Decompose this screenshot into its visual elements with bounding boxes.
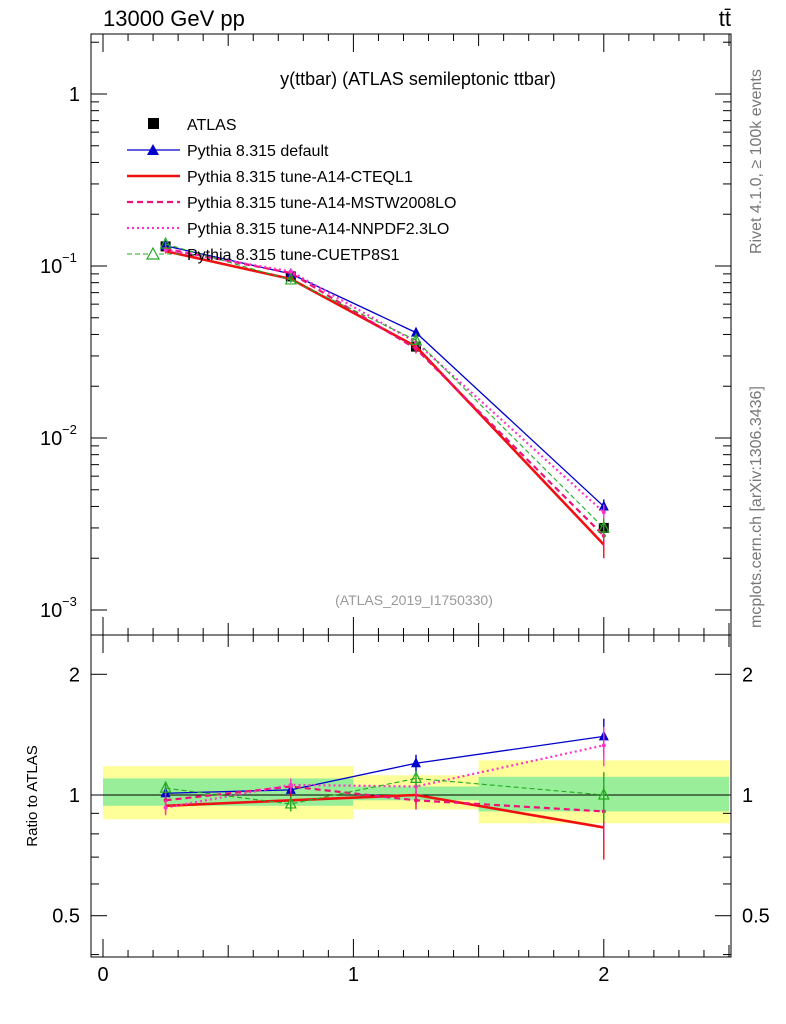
legend-marker-atlas	[148, 118, 159, 129]
mcplots-label: mcplots.cern.ch [arXiv:1306.3436]	[748, 386, 765, 628]
main-line-pythia-8-315-default	[165, 245, 605, 507]
main-series-pythia-8-315-tune-a14-mstw2008lo	[163, 246, 606, 548]
legend-label-default: Pythia 8.315 default	[187, 143, 329, 160]
main-line-pythia-8-315-tune-cuetp8s1	[165, 243, 605, 529]
ratio-marker	[288, 782, 293, 787]
legend-entry-atlas: ATLAS	[148, 117, 237, 134]
ratio-ytick-label-right: 1	[742, 785, 753, 807]
main-ytick-base-0.01: 10	[40, 428, 62, 450]
main-tick-layer	[91, 34, 731, 635]
ratio-xtick-label: 1	[348, 964, 359, 986]
main-marker	[411, 326, 421, 337]
legend-label-nnpdf23lo: Pythia 8.315 tune-A14-NNPDF2.3LO	[187, 221, 449, 238]
ratio-marker	[414, 798, 418, 803]
main-marker	[410, 332, 422, 345]
main-ytick-label-1: 1	[69, 84, 80, 106]
ratio-marker	[159, 780, 172, 793]
main-marker	[284, 272, 297, 285]
legend-marker-default	[147, 144, 159, 155]
ratio-ylabel: Ratio to ATLAS	[24, 745, 41, 846]
rivet-version-label: Rivet 4.1.0, ≥ 100k events	[748, 69, 765, 254]
main-ytick-exp-0.001: −3	[62, 594, 77, 609]
process-label: tt̄	[719, 6, 731, 31]
main-series-pythia-8-315-tune-a14-cteql1	[164, 248, 605, 559]
main-series-layer	[159, 236, 610, 559]
ratio-panel: Ratio to ATLAS 0.5 0.5 1 1 2 2 0 1 2	[24, 634, 770, 986]
ratio-line-pythia-8-315-default	[165, 735, 604, 794]
legend-entry-cuetp8s1: Pythia 8.315 tune-CUETP8S1	[127, 246, 400, 264]
ratio-marker	[284, 796, 297, 809]
ratio-ytick-label-right: 2	[742, 664, 753, 686]
main-series-atlas	[160, 241, 609, 539]
legend-label-cteql1: Pythia 8.315 tune-A14-CTEQL1	[187, 169, 413, 186]
ratio-xtick-label: 0	[97, 964, 108, 986]
legend-entry-mstw2008lo: Pythia 8.315 tune-A14-MSTW2008LO	[127, 195, 456, 212]
main-marker	[597, 520, 610, 533]
main-marker	[163, 247, 168, 252]
ratio-ytick-label-left: 0.5	[52, 906, 80, 928]
main-series-pythia-8-315-tune-cuetp8s1	[159, 236, 610, 539]
main-ytick-exp-0.1: −1	[62, 250, 77, 265]
main-ytick-label-0.1: 10 −1	[40, 250, 77, 278]
ratio-marker	[601, 743, 606, 748]
ratio-marker	[597, 787, 610, 800]
main-marker	[288, 269, 293, 274]
legend: ATLAS Pythia 8.315 default Pythia 8.315 …	[127, 117, 456, 264]
main-series-pythia-8-315-tune-a14-nnpdf2-3lo	[163, 247, 606, 521]
ratio-tick-layer	[91, 635, 731, 957]
main-marker	[159, 236, 172, 249]
ratio-marker	[411, 757, 421, 768]
legend-label-atlas: ATLAS	[187, 117, 237, 134]
ratio-series-layer	[159, 718, 610, 860]
ratio-series-pythia-8-315-tune-cuetp8s1	[159, 770, 610, 822]
analysis-tag: (ATLAS_2019_I1750330)	[335, 592, 493, 608]
ratio-line-pythia-8-315-tune-cuetp8s1	[165, 777, 604, 805]
main-marker	[414, 346, 418, 351]
ratio-marker	[410, 771, 422, 784]
ratio-ytick-label-left: 2	[69, 664, 80, 686]
ratio-ytick-label-left: 1	[69, 785, 80, 807]
main-ytick-exp-0.01: −2	[62, 422, 77, 437]
main-line-pythia-8-315-tune-a14-mstw2008lo	[165, 247, 605, 537]
plot-title: y(ttbar) (ATLAS semileptonic ttbar)	[280, 69, 556, 89]
ratio-marker	[163, 805, 168, 810]
ratio-ytick-label-right: 0.5	[742, 906, 770, 928]
main-panel: y(ttbar) (ATLAS semileptonic ttbar) (ATL…	[40, 33, 732, 636]
main-ytick-base-0.001: 10	[40, 600, 62, 622]
main-line-pythia-8-315-tune-a14-cteql1	[165, 249, 605, 546]
main-ytick-base-0.1: 10	[40, 256, 62, 278]
legend-marker-cuetp8s1	[145, 246, 161, 260]
main-marker	[601, 510, 606, 515]
legend-entry-default: Pythia 8.315 default	[127, 143, 329, 160]
ratio-line-pythia-8-315-tune-a14-mstw2008lo	[165, 785, 604, 813]
main-line-pythia-8-315-tune-a14-nnpdf2-3lo	[165, 248, 605, 514]
main-ytick-label-0.001: 10 −3	[40, 594, 77, 622]
legend-label-mstw2008lo: Pythia 8.315 tune-A14-MSTW2008LO	[187, 195, 456, 212]
legend-label-cuetp8s1: Pythia 8.315 tune-CUETP8S1	[187, 247, 400, 264]
legend-entry-nnpdf23lo: Pythia 8.315 tune-A14-NNPDF2.3LO	[127, 221, 449, 238]
ratio-frame	[90, 634, 732, 958]
ratio-line-pythia-8-315-tune-a14-cteql1	[165, 793, 605, 829]
main-ytick-label-0.01: 10 −2	[40, 422, 77, 450]
legend-entry-cteql1: Pythia 8.315 tune-A14-CTEQL1	[127, 169, 413, 186]
energy-label: 13000 GeV pp	[103, 6, 245, 31]
ratio-xtick-label: 2	[598, 964, 609, 986]
ratio-tick-labels: 0.5 0.5 1 1 2 2 0 1 2	[52, 664, 770, 986]
